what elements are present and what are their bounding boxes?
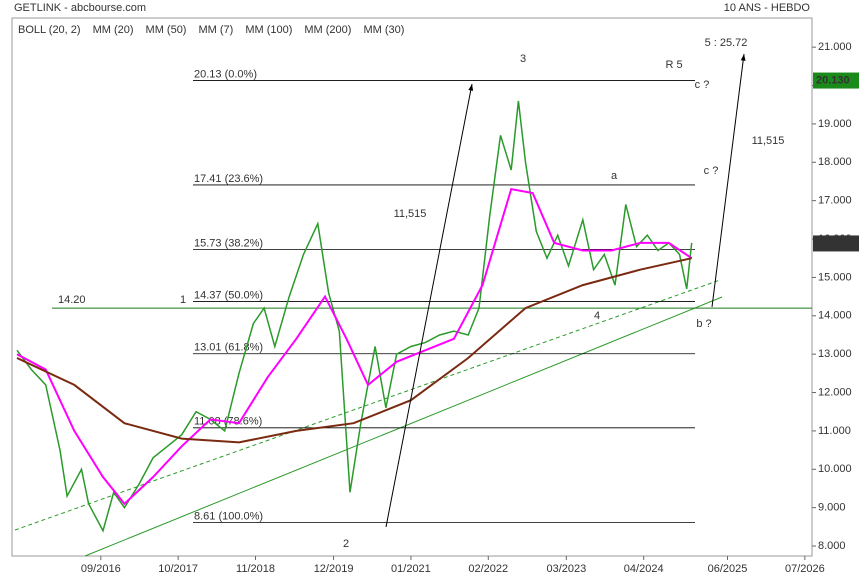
annotation: c ? <box>695 79 710 91</box>
annotation: a <box>611 170 618 182</box>
y-tick-label: 12.000 <box>818 386 852 398</box>
price-tag <box>813 72 859 89</box>
fib-label: 8.61 (100.0%) <box>194 511 263 523</box>
legend-entry: BOLL (20, 2) <box>18 24 81 36</box>
x-tick-label: 07/2026 <box>785 563 825 575</box>
annotation: 4 <box>594 310 600 322</box>
y-tick-label: 9.000 <box>818 502 846 514</box>
price-tag-label: 20.130 <box>816 74 850 86</box>
annotation: 3 <box>520 53 526 65</box>
arrow <box>385 83 473 528</box>
series-line <box>16 257 692 444</box>
annotation: 2 <box>343 538 349 550</box>
y-tick-label: 8.000 <box>818 540 846 552</box>
y-tick-label: 19.000 <box>818 118 852 130</box>
x-tick-label: 06/2025 <box>708 563 748 575</box>
legend-entry: MM (200) <box>304 24 351 36</box>
fib-label: 13.01 (61.8%) <box>194 342 263 354</box>
series-line <box>16 187 693 506</box>
annotation: 5 : 25.72 <box>705 37 748 49</box>
annotation: b ? <box>696 318 711 330</box>
legend-entry: MM (20) <box>93 24 134 36</box>
fib-label: 15.73 (38.2%) <box>194 237 263 249</box>
fib-label: 20.13 (0.0%) <box>194 68 257 80</box>
y-tick-label: 14.000 <box>818 310 852 322</box>
y-tick-label: 10.000 <box>818 463 852 475</box>
support-label: 14.20 <box>58 294 86 306</box>
annotation: R 5 <box>665 59 682 71</box>
arrow-head <box>740 54 746 61</box>
arrow <box>711 53 745 308</box>
fib-label: 14.37 (50.0%) <box>194 289 263 301</box>
chart-subtitle: 10 ANS - HEBDO <box>724 2 811 14</box>
x-tick-label: 12/2019 <box>314 563 354 575</box>
annotation: 1 <box>180 294 186 306</box>
x-tick-label: 09/2016 <box>81 563 121 575</box>
legend-entry: MM (100) <box>245 24 292 36</box>
legend-entry: MM (30) <box>363 24 404 36</box>
legend-entry: MM (7) <box>198 24 233 36</box>
y-tick-label: 21.000 <box>818 41 852 53</box>
x-tick-label: 04/2024 <box>624 563 664 575</box>
x-tick-label: 03/2023 <box>546 563 586 575</box>
plot-frame <box>11 17 813 557</box>
y-tick-label: 17.000 <box>818 195 852 207</box>
x-tick-label: 02/2022 <box>468 563 508 575</box>
arrow-head <box>468 84 474 91</box>
x-tick-label: 01/2021 <box>391 563 431 575</box>
annotation: c ? <box>704 165 719 177</box>
price-tag <box>813 235 859 252</box>
y-tick-label: 11.000 <box>818 425 851 437</box>
fib-label: 17.41 (23.6%) <box>194 173 263 185</box>
chart-title: GETLINK - abcbourse.com <box>14 2 146 14</box>
annotation: 11,515 <box>752 135 785 147</box>
trend-line <box>14 279 721 531</box>
legend-entry: MM (50) <box>146 24 187 36</box>
x-tick-label: 10/2017 <box>158 563 198 575</box>
price-tag-label: 15.885 <box>816 237 850 249</box>
trend-line <box>84 296 723 557</box>
annotation: 11,515 <box>394 208 427 220</box>
y-tick-label: 18.000 <box>818 156 852 168</box>
y-tick-label: 15.000 <box>818 271 852 283</box>
y-tick-label: 13.000 <box>818 348 852 360</box>
x-tick-label: 11/2018 <box>236 563 275 575</box>
